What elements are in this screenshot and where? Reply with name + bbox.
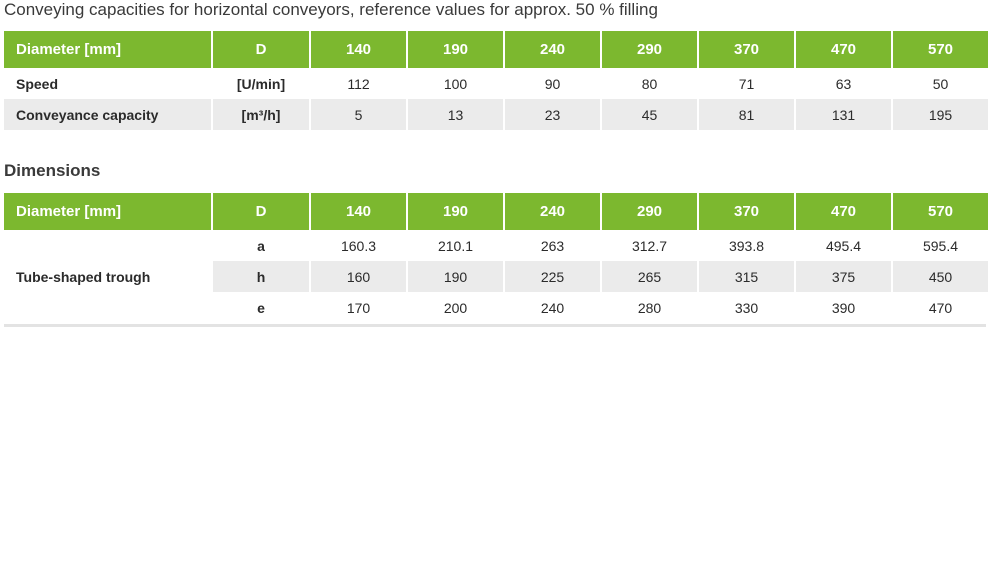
row-unit: e — [257, 299, 265, 316]
header-cell-diameter: Diameter [mm] — [4, 193, 211, 230]
row-unit: [m³/h] — [213, 99, 309, 130]
row-unit: [U/min] — [236, 75, 286, 92]
table-cell: 393.8 — [728, 237, 765, 254]
table-cell: 5 — [311, 99, 406, 130]
header-cell: 570 — [893, 31, 988, 68]
table-cell: 390 — [831, 299, 856, 316]
table-cell: 195 — [893, 99, 988, 130]
table-cell: 450 — [893, 261, 988, 292]
table-header-row: Diameter [mm] D 140 190 240 290 370 470 … — [4, 193, 988, 230]
header-cell: 470 — [796, 31, 891, 68]
header-cell: 290 — [602, 31, 697, 68]
row-label: Conveyance capacity — [4, 99, 211, 130]
row-label: Speed — [16, 75, 59, 92]
table-cell: 200 — [443, 299, 468, 316]
dimensions-table: Diameter [mm] D 140 190 240 290 370 470 … — [2, 193, 990, 323]
table-cell: 225 — [505, 261, 600, 292]
table-row-speed: Speed [U/min] 112 100 90 80 71 63 50 — [4, 68, 988, 99]
table-row-a: Tube-shaped trough a 160.3 210.1 263 312… — [4, 230, 988, 285]
table-cell: 45 — [602, 99, 697, 130]
table-cell: 160 — [311, 261, 406, 292]
table-cell: 595.4 — [922, 237, 959, 254]
header-cell: 190 — [408, 193, 503, 230]
table-cell: 375 — [796, 261, 891, 292]
table-cell: 90 — [544, 75, 561, 92]
table-cell: 240 — [540, 299, 565, 316]
table-cell: 81 — [699, 99, 794, 130]
table-cell: 263 — [540, 237, 565, 254]
page-title: Conveying capacities for horizontal conv… — [4, 0, 658, 19]
header-cell: 570 — [893, 193, 988, 230]
table-cell: 190 — [408, 261, 503, 292]
table-cell: 23 — [505, 99, 600, 130]
table-header-row: Diameter [mm] D 140 190 240 290 370 470 … — [4, 31, 988, 68]
table-cell: 160.3 — [340, 237, 377, 254]
conveying-capacity-table: Diameter [mm] D 140 190 240 290 370 470 … — [2, 31, 990, 130]
row-group-label: Tube-shaped trough — [16, 268, 151, 285]
table-cell: 265 — [602, 261, 697, 292]
table-cell: 131 — [796, 99, 891, 130]
header-cell: 370 — [699, 31, 794, 68]
table-cell: 280 — [637, 299, 662, 316]
header-cell: 370 — [699, 193, 794, 230]
table-cell: 50 — [932, 75, 949, 92]
header-cell-d: D — [213, 31, 309, 68]
table-cell: 470 — [928, 299, 953, 316]
row-unit: a — [257, 237, 265, 254]
table-cell: 100 — [443, 75, 468, 92]
table-cell: 71 — [738, 75, 755, 92]
header-cell: 240 — [505, 31, 600, 68]
table-row-conveyance-capacity: Conveyance capacity [m³/h] 5 13 23 45 81… — [4, 99, 988, 130]
header-cell-diameter: Diameter [mm] — [4, 31, 211, 68]
table-row-e: e 170 200 240 280 330 390 470 — [4, 292, 988, 323]
row-unit: h — [213, 261, 309, 292]
table-cell: 312.7 — [631, 237, 668, 254]
table-cell: 495.4 — [825, 237, 862, 254]
table-cell: 13 — [408, 99, 503, 130]
header-cell: 140 — [311, 193, 406, 230]
table-cell: 112 — [347, 75, 370, 92]
table-row-h: h 160 190 225 265 315 375 450 — [4, 261, 988, 292]
header-cell: 240 — [505, 193, 600, 230]
header-cell-d: D — [213, 193, 309, 230]
table-cell: 330 — [734, 299, 759, 316]
table-cell: 170 — [346, 299, 371, 316]
header-cell: 190 — [408, 31, 503, 68]
table-cell: 210.1 — [437, 237, 474, 254]
header-cell: 470 — [796, 193, 891, 230]
table-cell: 80 — [641, 75, 658, 92]
header-cell: 140 — [311, 31, 406, 68]
table-bottom-rule — [4, 324, 986, 327]
dimensions-title: Dimensions — [4, 161, 101, 180]
table-cell: 315 — [699, 261, 794, 292]
header-cell: 290 — [602, 193, 697, 230]
table-cell: 63 — [835, 75, 852, 92]
